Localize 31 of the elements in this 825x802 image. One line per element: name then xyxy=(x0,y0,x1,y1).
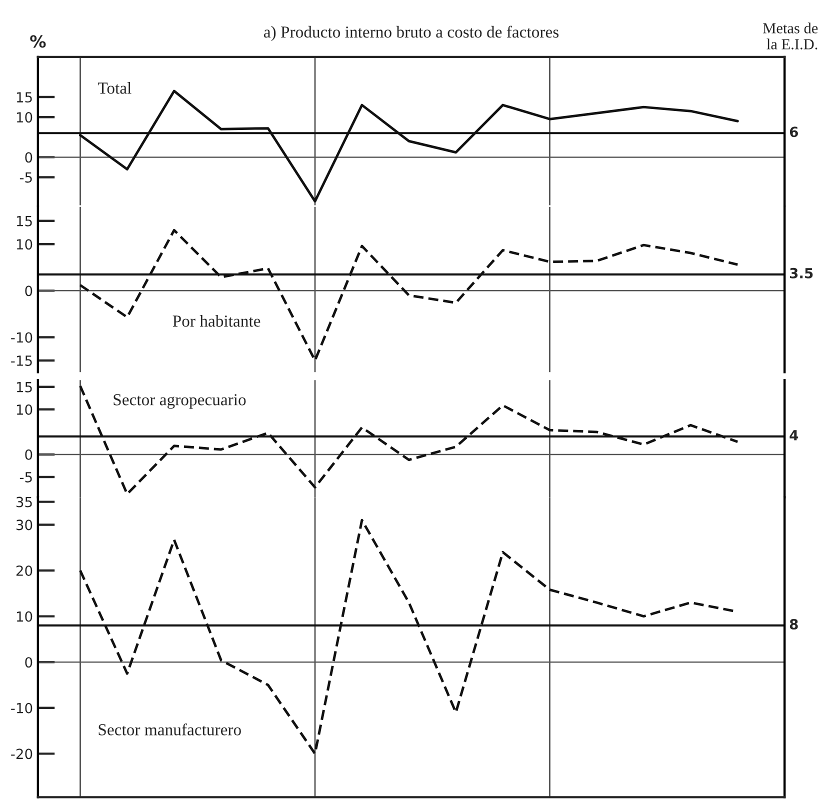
y-tick-label: 15 xyxy=(16,382,32,392)
y-tick-label: -10 xyxy=(11,332,32,343)
y-axis-title: % xyxy=(30,35,46,48)
y-tick-label: 10 xyxy=(16,239,32,250)
y-tick-label: 10 xyxy=(16,404,32,415)
text: Total xyxy=(98,82,132,94)
y-tick-label: 15 xyxy=(16,216,32,226)
ref-line-label: 4 xyxy=(790,430,798,440)
y-tick-label: 0 xyxy=(25,152,32,163)
ref-line-label: 3.5 xyxy=(790,268,813,278)
text: Sector manufacturero xyxy=(98,723,241,736)
y-tick-label: -15 xyxy=(11,356,32,366)
chart-title: a) Producto interno bruto a costo de factores xyxy=(264,26,559,42)
y-tick-label: -10 xyxy=(11,702,32,714)
y-tick-label: 10 xyxy=(16,112,32,123)
ref-line-label: 6 xyxy=(790,126,798,138)
y-tick-label: 30 xyxy=(16,520,32,530)
series-label: Por habitante xyxy=(172,315,260,327)
y-tick-label: 0 xyxy=(25,449,32,460)
ref-line-label: 8 xyxy=(790,618,798,630)
y-tick-label: 0 xyxy=(25,286,32,296)
series-label: Sector agropecuario xyxy=(114,394,246,409)
y-tick-label: -5 xyxy=(20,172,32,183)
y-tick-label: -5 xyxy=(20,472,32,482)
y-tick-label: 35 xyxy=(16,496,32,508)
text: Metas de la E.I.D. xyxy=(763,22,818,50)
y-tick-label: 15 xyxy=(16,92,32,103)
y-tick-label: 10 xyxy=(16,611,32,622)
y-tick-label: 0 xyxy=(25,657,32,668)
y-tick-label: -20 xyxy=(11,748,32,760)
y-tick-label: 20 xyxy=(16,565,32,576)
